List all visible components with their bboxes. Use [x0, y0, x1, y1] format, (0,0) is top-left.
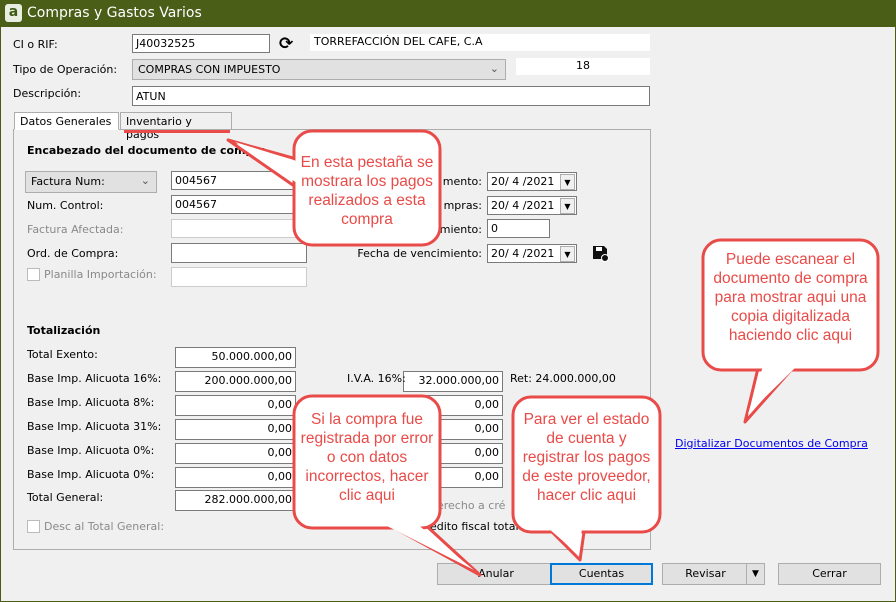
- total-row-value[interactable]: 282.000.000,00: [175, 490, 296, 511]
- order-input[interactable]: [171, 243, 307, 263]
- doc-type-select[interactable]: Factura Num: ⌄: [25, 171, 157, 193]
- import-input: [171, 267, 307, 287]
- total-row-label: Base Imp. Alicuota 0%:: [27, 444, 155, 457]
- due-date-value: 20/ 4 /2021: [491, 247, 555, 260]
- total-row-label: Base Imp. Alicuota 16%:: [27, 372, 162, 385]
- doc-type-value: Factura Num:: [31, 175, 105, 188]
- tab-datos-generales[interactable]: Datos Generales: [14, 112, 119, 130]
- date2-picker[interactable]: 20/ 4 /2021 ▼: [487, 196, 577, 215]
- total-row-label: Base Imp. Alicuota 8%:: [27, 396, 155, 409]
- total-row-label: Total General:: [27, 491, 104, 504]
- rif-label: CI o RIF:: [13, 38, 58, 51]
- import-checkbox[interactable]: [27, 268, 40, 281]
- tab-highlight-underline: [124, 130, 230, 133]
- affected-input: [171, 219, 307, 238]
- due-date-picker[interactable]: 20/ 4 /2021 ▼: [487, 244, 577, 263]
- revisar-label: Revisar: [685, 567, 726, 580]
- total-row-label: Base Imp. Alicuota 0%:: [27, 468, 155, 481]
- callout-scan-text: Puede escanear el documento de compra pa…: [713, 251, 868, 344]
- date2-value: 20/ 4 /2021: [491, 199, 555, 212]
- date2-label: mpras:: [443, 199, 482, 212]
- retention-text: Ret: 24.000.000,00: [510, 372, 616, 385]
- cuentas-button[interactable]: Cuentas: [550, 563, 653, 585]
- description-label: Descripción:: [13, 87, 82, 100]
- rif-input[interactable]: J40032525: [132, 34, 270, 53]
- days-label: miento:: [439, 223, 482, 236]
- control-label: Num. Control:: [27, 199, 104, 212]
- credit-note-2: edito fiscal total: [430, 520, 519, 533]
- dropdown-arrow-icon[interactable]: ▼: [560, 246, 575, 262]
- tax-value[interactable]: 32.000.000,00: [403, 371, 503, 392]
- operation-value: COMPRAS CON IMPUESTO: [138, 63, 281, 76]
- doc-number-input[interactable]: 004567: [171, 171, 307, 190]
- date1-value: 20/ 4 /2021: [491, 175, 555, 188]
- discount-label: Desc al Total General:: [44, 520, 165, 533]
- iva-label: I.V.A. 16%:: [347, 372, 406, 385]
- discount-checkbox[interactable]: [27, 520, 40, 533]
- date1-picker[interactable]: 20/ 4 /2021 ▼: [487, 172, 577, 191]
- document-section-title: Encabezado del documento de compra: [27, 144, 267, 157]
- due-date-label: Fecha de vencimiento:: [357, 247, 482, 260]
- chevron-down-icon: ⌄: [489, 62, 499, 75]
- tab-inventario-pagos[interactable]: Inventario y pagos: [120, 112, 232, 141]
- callout-tab-text: En esta pestaña se mostrara los pagos re…: [300, 154, 434, 228]
- refresh-icon[interactable]: ⟳: [279, 34, 294, 54]
- anular-button[interactable]: Anular: [437, 563, 555, 585]
- date1-label: mento:: [442, 175, 482, 188]
- operation-number: 18: [516, 58, 650, 75]
- affected-label: Factura Afectada:: [27, 223, 124, 236]
- dropdown-arrow-icon[interactable]: ▼: [746, 564, 764, 584]
- revisar-button[interactable]: Revisar ▼: [662, 563, 765, 585]
- credit-note-1: derecho a cré: [430, 499, 506, 512]
- total-row-value[interactable]: 0,00: [175, 395, 296, 416]
- order-label: Ord. de Compra:: [27, 247, 119, 260]
- total-row-value[interactable]: 0,00: [175, 467, 296, 488]
- total-row-value[interactable]: 200.000.000,00: [175, 371, 296, 392]
- app-logo-icon: a: [5, 4, 22, 22]
- total-row-value[interactable]: 50.000.000,00: [175, 347, 296, 368]
- callout-cuentas-text: Para ver el estado de cuenta y registrar…: [522, 411, 651, 504]
- total-row-label: Base Imp. Alicuota 31%:: [27, 420, 162, 433]
- title-bar: a Compras y Gastos Varios: [0, 0, 896, 27]
- provider-name: TORREFACCIÓN DEL CAFE, C.A: [310, 34, 650, 51]
- dropdown-arrow-icon[interactable]: ▼: [560, 198, 575, 214]
- chevron-down-icon: ⌄: [140, 174, 150, 187]
- total-row-value[interactable]: 0,00: [175, 419, 296, 440]
- callout-anular-text: Si la compra fue registrada por error o …: [300, 411, 434, 504]
- days-input[interactable]: 0: [487, 219, 550, 238]
- import-label: Planilla Importación:: [44, 268, 157, 281]
- window-title: Compras y Gastos Varios: [27, 5, 202, 21]
- control-input[interactable]: 004567: [171, 195, 307, 214]
- dropdown-arrow-icon[interactable]: ▼: [560, 174, 575, 190]
- operation-label: Tipo de Operación:: [13, 63, 118, 76]
- digitize-documents-link[interactable]: Digitalizar Documentos de Compra: [675, 437, 868, 450]
- total-row-value[interactable]: 0,00: [175, 443, 296, 464]
- cerrar-button[interactable]: Cerrar: [778, 563, 881, 585]
- totals-section-title: Totalización: [27, 324, 101, 337]
- save-check-icon[interactable]: [592, 245, 609, 262]
- operation-select[interactable]: COMPRAS CON IMPUESTO ⌄: [132, 59, 506, 80]
- description-input[interactable]: ATUN: [132, 86, 650, 106]
- total-row-label: Total Exento:: [27, 348, 98, 361]
